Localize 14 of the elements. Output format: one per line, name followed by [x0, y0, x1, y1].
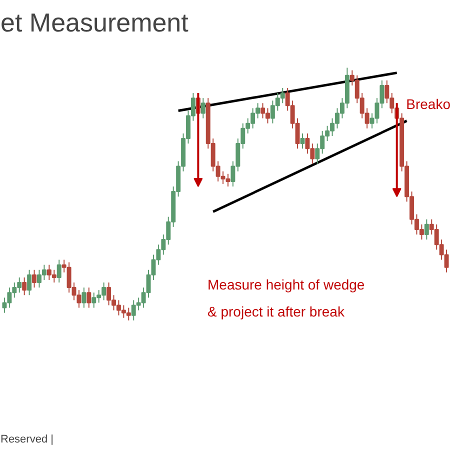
candlestick — [56, 259, 62, 283]
candlestick — [300, 132, 305, 150]
candlestick — [200, 98, 206, 119]
chart-title: et Measurement — [0, 8, 190, 38]
candlestick — [32, 269, 37, 288]
candlestick — [86, 287, 92, 308]
candlestick — [82, 287, 86, 308]
candlestick — [424, 218, 429, 240]
text: Reserved | — [0, 434, 54, 446]
annotation: Breako — [406, 96, 450, 112]
annotation: Measure height of wedge — [208, 276, 365, 292]
candlestick — [27, 269, 32, 296]
annotation: & project it after break — [208, 303, 346, 320]
candlestick — [22, 276, 27, 296]
